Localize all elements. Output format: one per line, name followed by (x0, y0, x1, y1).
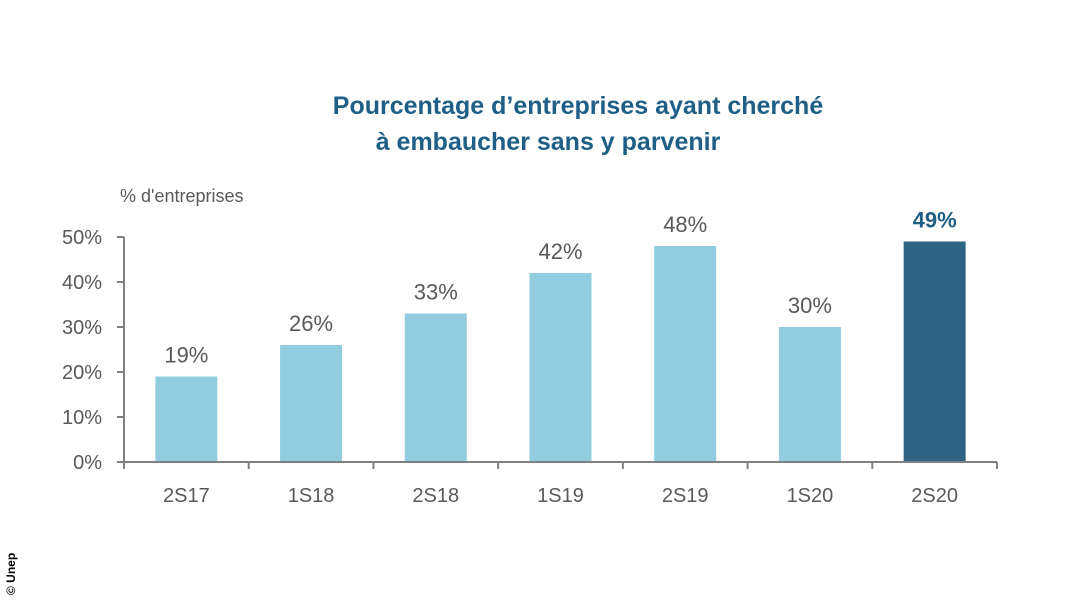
chart-title: Pourcentage d’entreprises ayant cherché … (0, 88, 1066, 160)
data-label: 19% (164, 343, 208, 368)
copyright-credit: © Unep (4, 552, 18, 595)
x-tick-label: 2S19 (662, 485, 709, 507)
data-label: 33% (414, 280, 458, 305)
bar (155, 376, 218, 462)
chart-title-line1: Pourcentage d’entreprises ayant cherché (332, 92, 824, 120)
bar (404, 313, 467, 462)
y-axis-label: % d'entreprises (120, 186, 244, 206)
x-tick-label: 2S20 (911, 485, 958, 507)
bar (529, 273, 592, 462)
bar (903, 241, 966, 462)
data-label: 26% (289, 311, 333, 336)
x-tick-label: 1S19 (537, 485, 584, 507)
y-tick-label: 30% (62, 317, 102, 339)
x-tick-label: 1S18 (288, 485, 335, 507)
bar (654, 246, 717, 462)
data-label: 49% (913, 208, 957, 233)
y-tick-label: 10% (62, 407, 102, 429)
chart-title-line2: à embaucher sans y parvenir (375, 128, 721, 156)
data-label: 30% (788, 293, 832, 318)
y-tick-label: 20% (62, 362, 102, 384)
bar (778, 327, 841, 462)
x-tick-label: 1S20 (787, 485, 834, 507)
data-label: 42% (538, 239, 582, 264)
data-label: 48% (663, 212, 707, 237)
bar (280, 345, 343, 462)
x-tick-label: 2S18 (412, 485, 459, 507)
y-tick-label: 0% (73, 452, 102, 474)
x-tick-label: 2S17 (163, 485, 210, 507)
y-tick-label: 40% (62, 272, 102, 294)
y-tick-label: 50% (62, 227, 102, 249)
